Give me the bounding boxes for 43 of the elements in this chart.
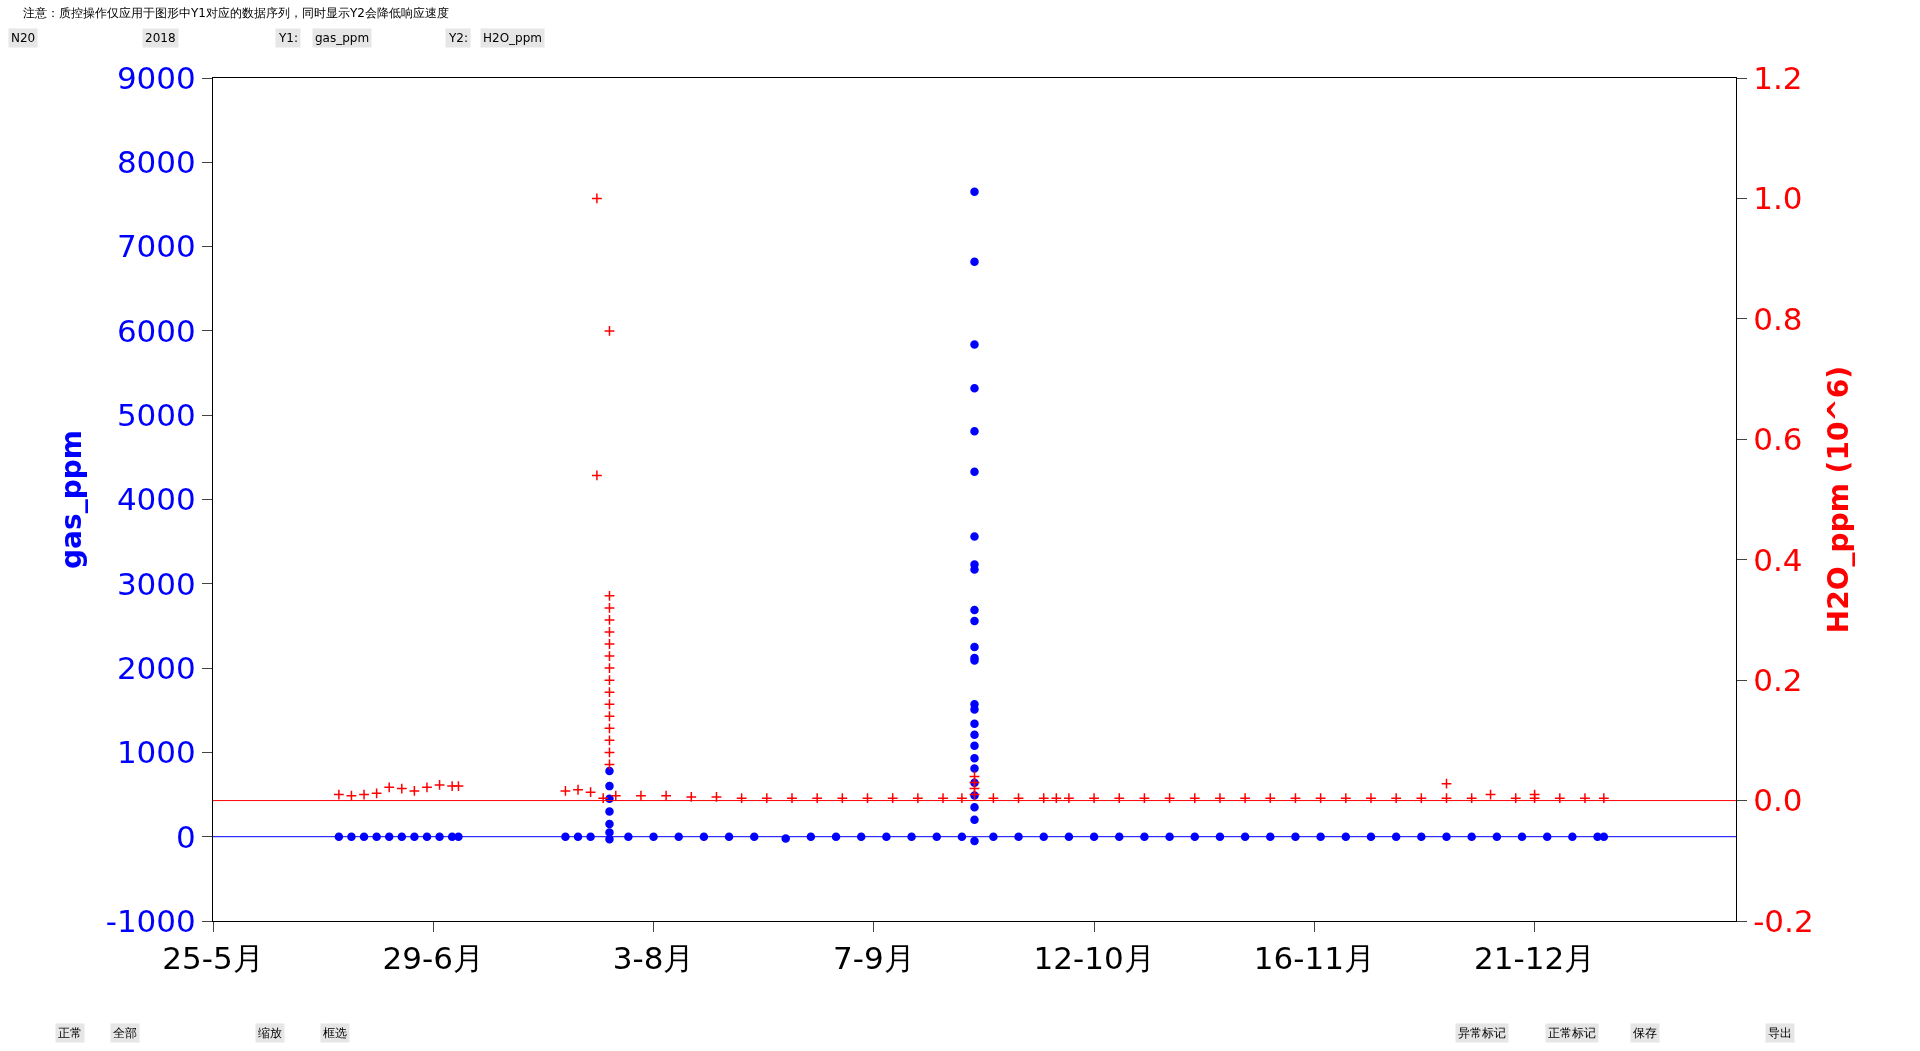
x-tick-label: 21-12月 — [1474, 940, 1596, 977]
y2-axis-title: H2O_ppm (10^6) — [1821, 365, 1855, 634]
y-tick-label: 8000 — [116, 144, 196, 181]
text: 缩放 — [258, 1026, 282, 1040]
text: 正常标记 — [1548, 1026, 1596, 1040]
x-tick-label: 16-11月 — [1253, 940, 1375, 977]
y2-tick-label: 0.4 — [1753, 541, 1803, 578]
y-tick-label: 4000 — [116, 481, 196, 518]
y-axis-title: gas_ppm — [55, 430, 89, 569]
y-tick-label: 7000 — [116, 228, 196, 265]
y2-tick-label: 0.6 — [1753, 421, 1803, 458]
y2-tick-label: -0.2 — [1753, 902, 1814, 939]
y2-tick-label: 1.0 — [1753, 180, 1803, 217]
x-tick-label: 3-8月 — [612, 940, 695, 977]
y-tick-label: -1000 — [105, 902, 196, 939]
x-tick-label: 7-9月 — [832, 940, 915, 977]
text: N20 — [11, 31, 36, 45]
y-tick-label: 9000 — [116, 59, 196, 96]
y-tick-label: 2000 — [116, 649, 196, 686]
y2-tick-label: 0.8 — [1753, 300, 1803, 337]
text: 2018 — [145, 31, 176, 45]
text: H2O_ppm — [483, 31, 543, 45]
text: Y1: — [278, 31, 299, 45]
x-tick-label: 29-6月 — [382, 940, 484, 977]
text: 保存 — [1633, 1026, 1657, 1040]
text: gas_ppm — [315, 31, 370, 45]
y2-tick-label: 1.2 — [1753, 59, 1803, 96]
text: 全部 — [113, 1026, 137, 1040]
y-tick-label: 1000 — [116, 734, 196, 771]
y-tick-label: 6000 — [116, 312, 196, 349]
y-tick-label: 0 — [176, 818, 196, 855]
text: 框选 — [323, 1026, 347, 1040]
text: Y2: — [448, 31, 469, 45]
x-tick-label: 25-5月 — [162, 940, 264, 977]
y-tick-label: 3000 — [116, 565, 196, 602]
text: 导出 — [1768, 1026, 1792, 1040]
y-tick-label: 5000 — [116, 397, 196, 434]
chart-title: 注意：质控操作仅应用于图形中Y1对应的数据序列，同时显示Y2会降低响应速度 — [23, 5, 449, 20]
y2-tick-label: 0.2 — [1753, 661, 1803, 698]
x-tick-label: 12-10月 — [1033, 940, 1155, 977]
text: 正常 — [58, 1026, 82, 1040]
text: 异常标记 — [1458, 1026, 1506, 1040]
y2-tick-label: 0.0 — [1753, 782, 1803, 819]
